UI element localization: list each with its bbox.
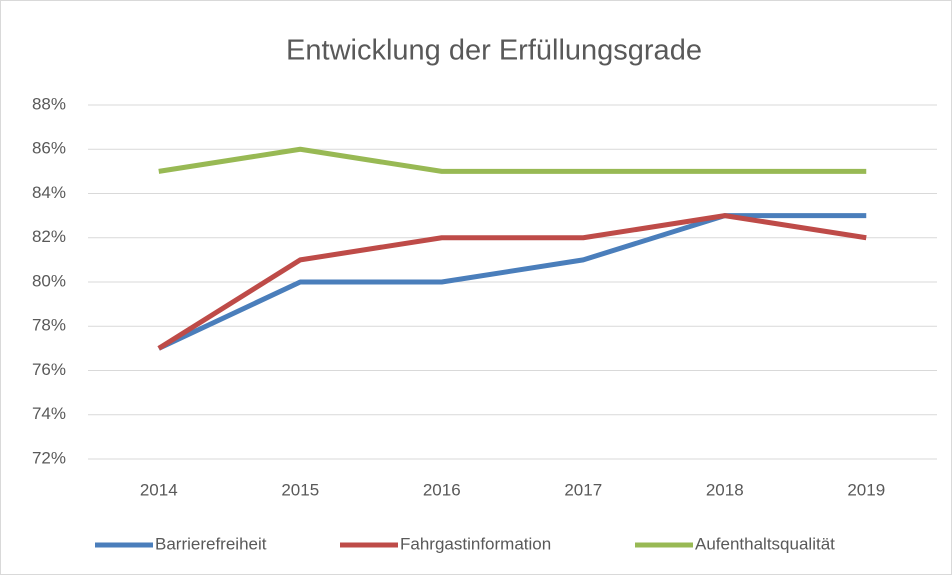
x-tick-label: 2016 <box>423 480 461 499</box>
y-tick-label: 88% <box>32 94 66 113</box>
x-tick-label: 2014 <box>140 480 178 499</box>
y-tick-label: 78% <box>32 316 66 335</box>
chart-title: Entwicklung der Erfüllungsgrade <box>286 35 702 67</box>
y-tick-label: 82% <box>32 227 66 246</box>
y-tick-label: 86% <box>32 139 66 158</box>
x-tick-label: 2019 <box>847 480 885 499</box>
legend-label: Fahrgastinformation <box>400 534 551 553</box>
y-tick-label: 72% <box>32 448 66 467</box>
y-tick-label: 74% <box>32 404 66 423</box>
line <box>158 146 867 174</box>
x-tick-label: 2015 <box>281 480 319 499</box>
legend-label: Aufenthaltsqualität <box>695 534 835 553</box>
x-tick-label: 2017 <box>564 480 602 499</box>
line <box>157 213 867 351</box>
x-tick-label: 2018 <box>706 480 744 499</box>
y-tick-label: 76% <box>32 360 66 379</box>
line <box>157 213 867 351</box>
y-tick-label: 84% <box>32 183 66 202</box>
legend-label: Barrierefreiheit <box>155 534 267 553</box>
y-tick-label: 80% <box>32 271 66 290</box>
